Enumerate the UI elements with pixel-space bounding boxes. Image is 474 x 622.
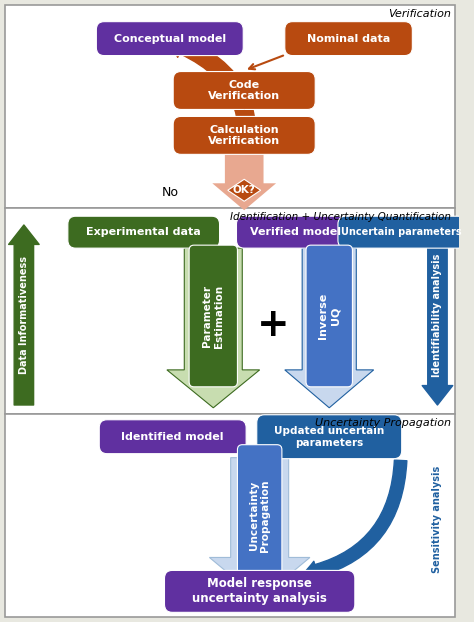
- Text: Verified model: Verified model: [250, 227, 341, 237]
- Polygon shape: [228, 179, 261, 202]
- Text: OK?: OK?: [233, 185, 255, 195]
- FancyBboxPatch shape: [173, 116, 315, 154]
- FancyBboxPatch shape: [96, 22, 243, 55]
- FancyArrowPatch shape: [303, 460, 407, 580]
- Text: Identifiability analysis: Identifiability analysis: [432, 253, 442, 377]
- Text: Verification: Verification: [388, 9, 451, 19]
- Text: Sensitivity analysis: Sensitivity analysis: [432, 466, 442, 573]
- FancyBboxPatch shape: [99, 420, 246, 453]
- Text: Uncertainty
Propagation: Uncertainty Propagation: [249, 480, 271, 552]
- Text: Code
Verification: Code Verification: [208, 80, 280, 101]
- FancyBboxPatch shape: [285, 22, 412, 55]
- FancyArrowPatch shape: [168, 35, 255, 197]
- Text: Updated uncertain
parameters: Updated uncertain parameters: [274, 426, 384, 447]
- Text: No: No: [161, 186, 178, 199]
- Text: Identification + Uncertainty Quantification: Identification + Uncertainty Quantificat…: [230, 212, 451, 222]
- Text: Calculation
Verification: Calculation Verification: [208, 124, 280, 146]
- Text: Correction: Correction: [62, 85, 72, 146]
- Text: Uncertainty Propagation: Uncertainty Propagation: [315, 418, 451, 428]
- FancyBboxPatch shape: [173, 72, 315, 109]
- FancyArrowPatch shape: [422, 225, 453, 405]
- Text: Model response
uncertainty analysis: Model response uncertainty analysis: [192, 577, 327, 605]
- Text: Conceptual model: Conceptual model: [114, 34, 226, 44]
- Polygon shape: [167, 248, 260, 408]
- Bar: [5, 414, 455, 617]
- Polygon shape: [212, 154, 276, 210]
- FancyArrowPatch shape: [9, 225, 39, 405]
- Text: Nominal data: Nominal data: [307, 34, 390, 44]
- Bar: [5, 208, 455, 414]
- Text: Uncertain parameters: Uncertain parameters: [341, 227, 462, 237]
- FancyBboxPatch shape: [257, 415, 401, 458]
- FancyBboxPatch shape: [189, 245, 237, 387]
- Bar: [5, 5, 455, 208]
- Polygon shape: [210, 458, 310, 600]
- FancyBboxPatch shape: [237, 216, 355, 248]
- Text: Data Informativeness: Data Informativeness: [19, 256, 29, 374]
- Polygon shape: [285, 248, 374, 408]
- Text: Identified model: Identified model: [121, 432, 224, 442]
- FancyBboxPatch shape: [164, 570, 355, 612]
- Text: Inverse
UQ: Inverse UQ: [319, 293, 340, 339]
- FancyBboxPatch shape: [68, 216, 219, 248]
- FancyBboxPatch shape: [338, 216, 465, 248]
- Text: +: +: [257, 306, 290, 344]
- Text: Parameter
Estimation: Parameter Estimation: [202, 284, 224, 348]
- FancyBboxPatch shape: [306, 245, 353, 387]
- Text: Experimental data: Experimental data: [86, 227, 201, 237]
- FancyBboxPatch shape: [237, 445, 282, 587]
